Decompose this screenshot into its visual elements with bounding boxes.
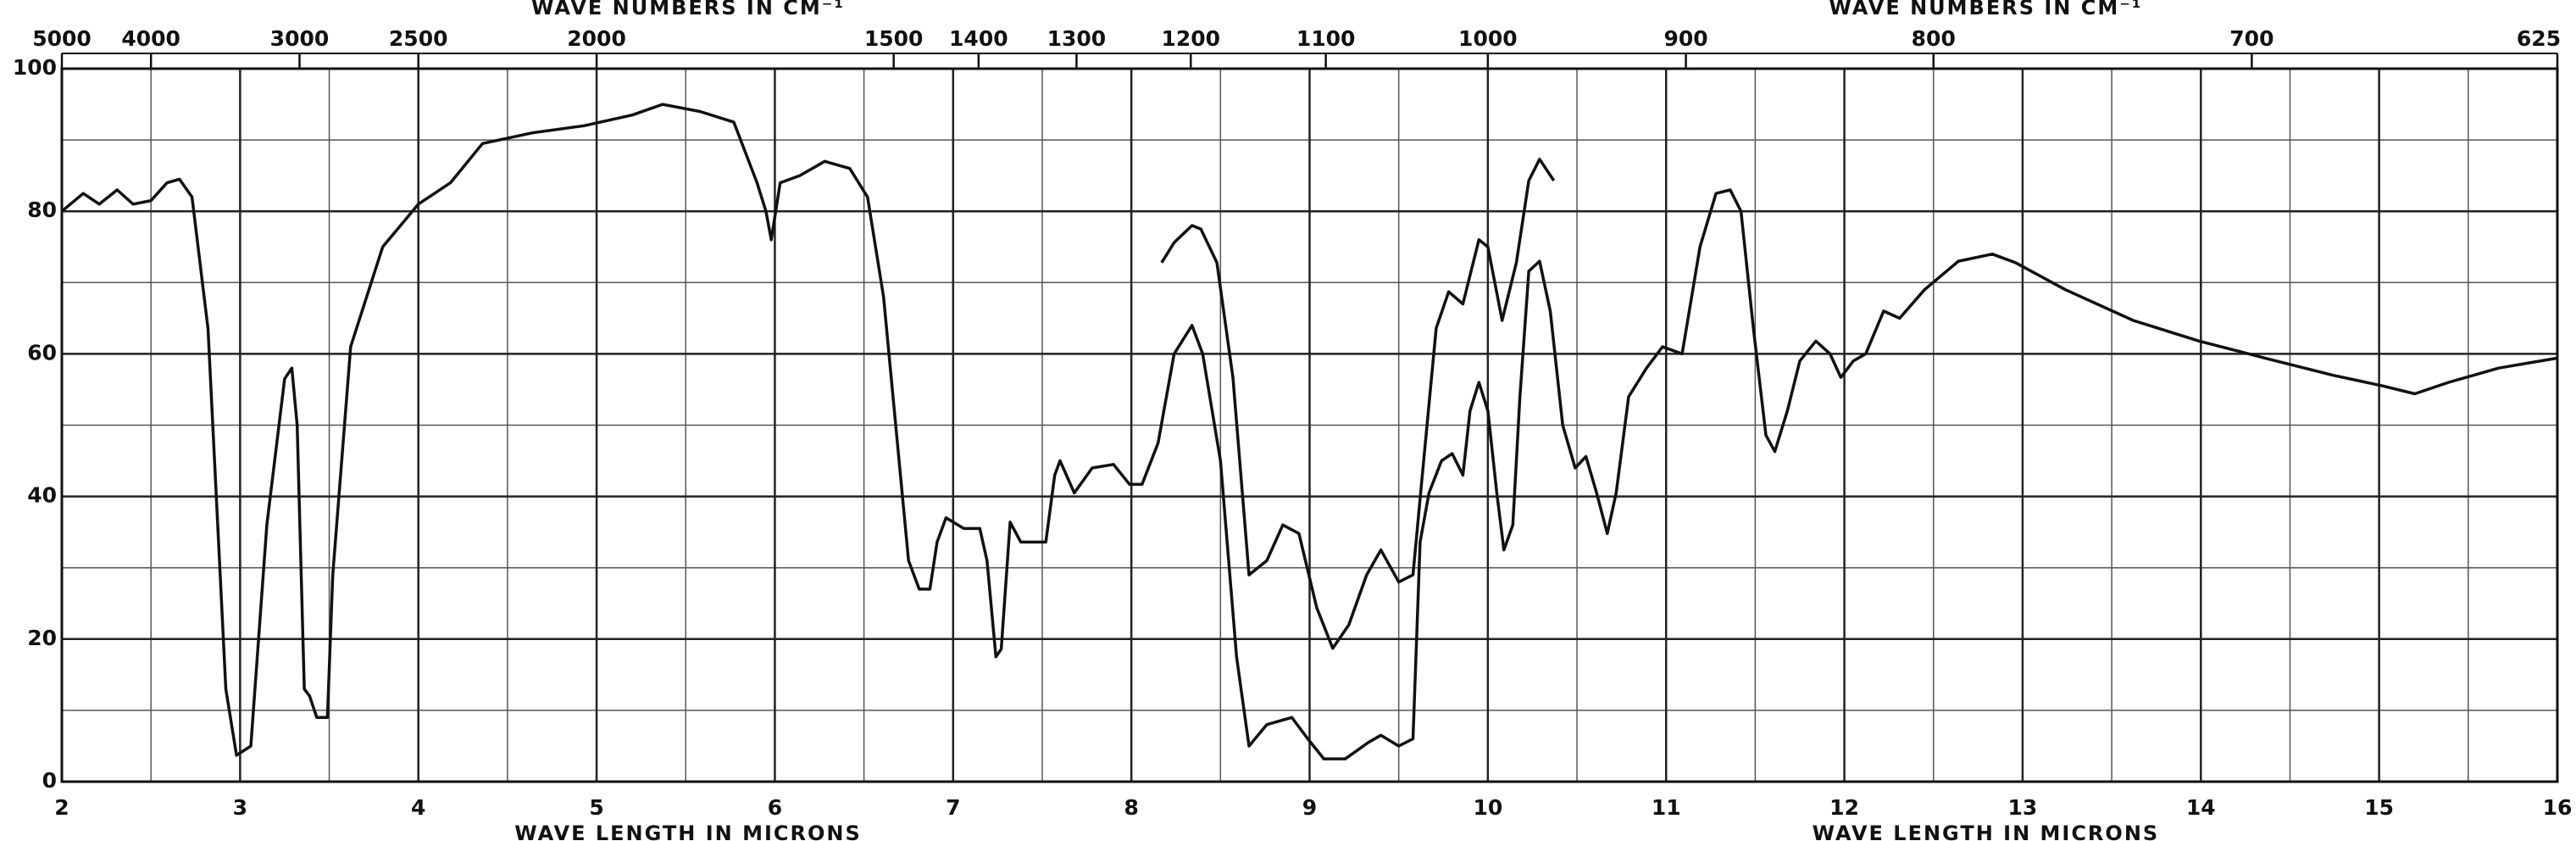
x-tick-label: 2 <box>54 795 69 820</box>
x2-tick-label: 1000 <box>1458 26 1518 51</box>
y-tick-label: 60 <box>27 340 57 365</box>
x-tick-label: 3 <box>233 795 247 820</box>
x-axis-title: WAVE LENGTH IN MICRONS <box>514 822 862 841</box>
y-tick-label: 20 <box>27 626 57 650</box>
x2-tick-label: 1200 <box>1161 26 1220 51</box>
x2-tick-label: 1500 <box>864 26 924 51</box>
x2-tick-label: 1100 <box>1296 26 1356 51</box>
x-axis-title: WAVE LENGTH IN MICRONS <box>1813 822 2160 841</box>
x-tick-label: 6 <box>768 795 782 820</box>
x2-axis-title: WAVE NUMBERS IN CM⁻¹ <box>531 0 845 19</box>
y-tick-label: 0 <box>42 768 57 793</box>
x-tick-label: 15 <box>2364 795 2394 820</box>
x-tick-label: 8 <box>1124 795 1138 820</box>
x2-tick-label: 1300 <box>1047 26 1107 51</box>
x2-tick-label: 3000 <box>270 26 330 51</box>
x-tick-label: 10 <box>1473 795 1502 820</box>
x-tick-label: 5 <box>589 795 603 820</box>
y-tick-label: 100 <box>13 55 57 80</box>
x2-tick-label: 700 <box>2229 26 2273 51</box>
x-tick-label: 11 <box>1652 795 1681 820</box>
x-tick-label: 4 <box>411 795 425 820</box>
x2-tick-label: 1400 <box>949 26 1008 51</box>
spectrum-line <box>1160 158 1556 650</box>
x-tick-label: 13 <box>2008 795 2038 820</box>
x-tick-label: 9 <box>1302 795 1317 820</box>
x2-tick-label: 2500 <box>389 26 448 51</box>
y-tick-label: 80 <box>27 198 57 222</box>
x2-tick-label: 900 <box>1663 26 1707 51</box>
x2-tick-label: 2000 <box>567 26 626 51</box>
x2-tick-label: 4000 <box>121 26 180 51</box>
x-tick-label: 12 <box>1829 795 1859 820</box>
x2-tick-label: 800 <box>1912 26 1956 51</box>
x-tick-label: 14 <box>2186 795 2216 820</box>
x-tick-label: 7 <box>946 795 960 820</box>
spectrum-line <box>60 103 2558 760</box>
y-tick-label: 40 <box>27 483 57 508</box>
x2-tick-label: 5000 <box>32 26 92 51</box>
plot-frame <box>60 67 2559 783</box>
x2-axis-title: WAVE NUMBERS IN CM⁻¹ <box>1829 0 2142 19</box>
x-tick-label: 16 <box>2543 795 2573 820</box>
x2-tick-label: 625 <box>2517 26 2561 51</box>
